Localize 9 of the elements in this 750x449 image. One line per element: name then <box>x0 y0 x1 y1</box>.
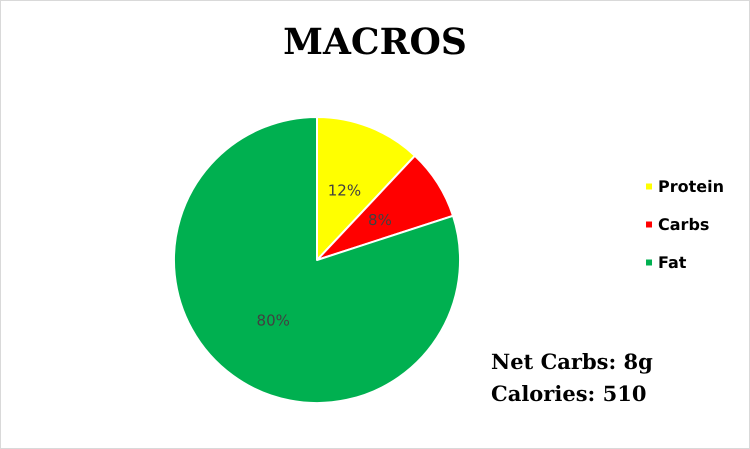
data-label: 80% <box>256 311 290 330</box>
chart-title: MACROS <box>283 21 467 63</box>
legend-label: Fat <box>658 253 687 272</box>
data-label: 8% <box>368 211 392 230</box>
legend-label: Carbs <box>658 215 710 234</box>
data-label: 12% <box>328 182 362 200</box>
text: Calories: 510 <box>491 381 646 406</box>
legend-label: Protein <box>658 177 724 196</box>
text: Net Carbs: 8g <box>491 349 654 374</box>
